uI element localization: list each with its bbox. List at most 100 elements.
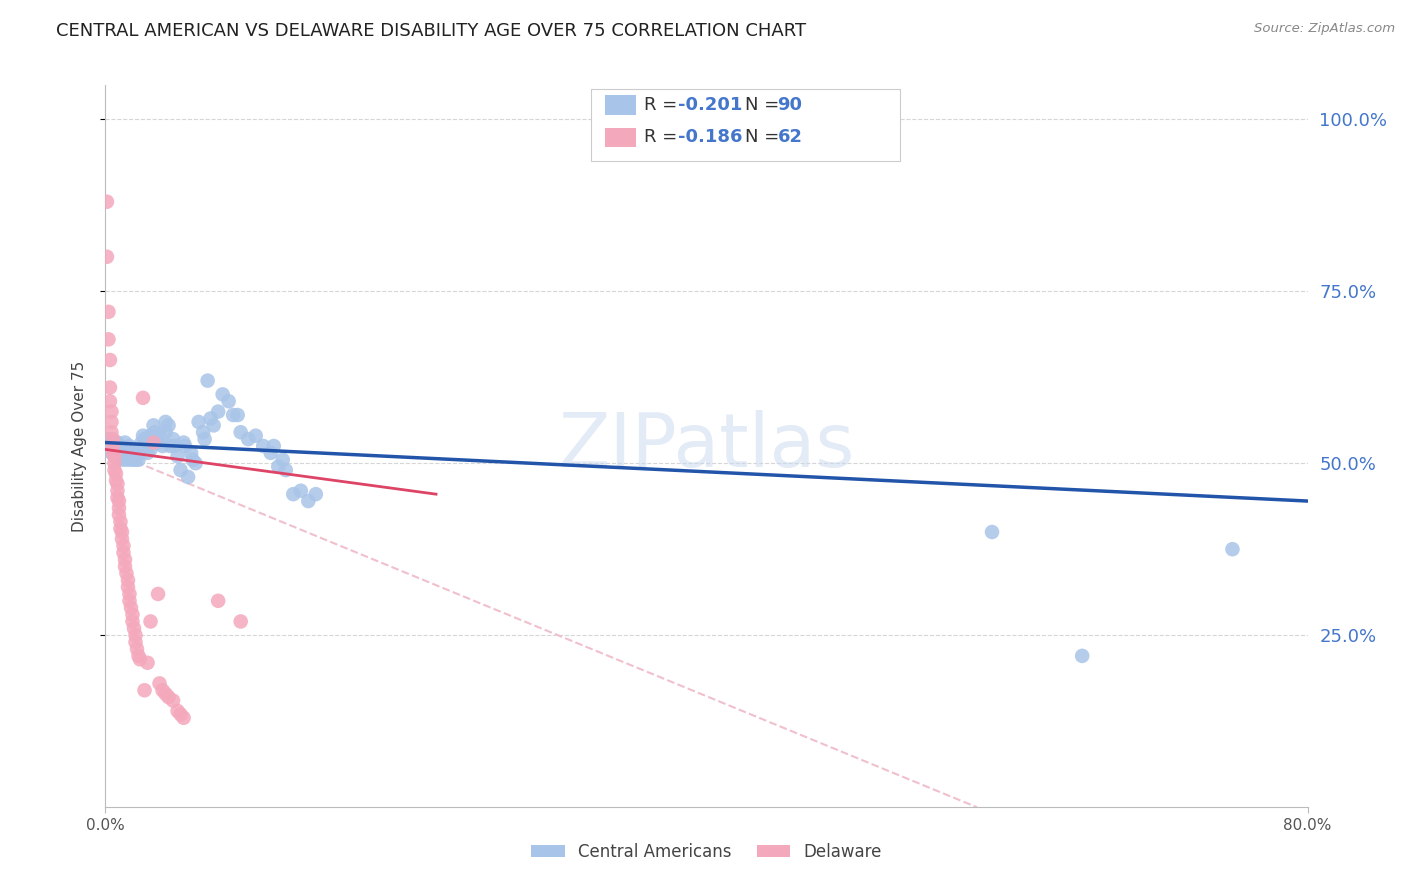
Point (229, 615, 252, 629)
Point (245, 428, 267, 442)
Point (202, 418, 225, 433)
Point (107, 476, 129, 491)
Point (97, 332, 120, 346)
Point (226, 408, 249, 422)
Point (155, 687, 177, 701)
Point (103, 456, 125, 470)
Point (103, 463, 125, 477)
Point (274, 463, 297, 477)
Point (101, 439, 124, 453)
Point (100, 446, 122, 460)
Point (97, 305, 120, 319)
Point (107, 491, 129, 505)
Point (96, 194, 118, 209)
Point (238, 432, 260, 446)
Point (107, 435, 129, 450)
Point (169, 463, 191, 477)
Point (117, 450, 139, 464)
Point (114, 435, 136, 450)
Point (197, 374, 219, 388)
Point (115, 566, 138, 581)
Point (169, 707, 191, 722)
Point (112, 539, 135, 553)
Point (111, 524, 134, 539)
Point (122, 450, 145, 464)
Point (155, 415, 177, 429)
Point (139, 442, 162, 457)
Point (110, 515, 132, 529)
Point (139, 615, 162, 629)
Point (98, 394, 121, 409)
Point (229, 425, 252, 440)
Point (174, 439, 197, 453)
Point (143, 425, 166, 440)
Point (110, 439, 132, 453)
Point (173, 711, 195, 725)
Point (124, 635, 146, 649)
Point (148, 676, 170, 690)
Point (1071, 648, 1094, 663)
Point (271, 452, 294, 467)
Point (139, 428, 162, 442)
Point (115, 442, 138, 457)
Text: 62: 62 (778, 128, 803, 146)
Point (134, 432, 156, 446)
Text: -0.201: -0.201 (678, 96, 742, 114)
Point (98, 380, 121, 394)
Text: Source: ZipAtlas.com: Source: ZipAtlas.com (1254, 22, 1395, 36)
Point (148, 428, 170, 442)
Point (128, 452, 150, 467)
Point (131, 435, 153, 450)
Point (180, 446, 202, 460)
Point (159, 439, 181, 453)
Point (120, 446, 142, 460)
Point (107, 452, 129, 467)
Point (125, 450, 148, 464)
Point (125, 642, 148, 657)
Point (297, 494, 319, 508)
Point (117, 573, 139, 587)
Point (211, 387, 233, 401)
Point (136, 656, 159, 670)
Y-axis label: Disability Age Over 75: Disability Age Over 75 (72, 360, 87, 532)
Point (118, 587, 141, 601)
Point (124, 446, 146, 460)
Point (132, 391, 155, 405)
Point (129, 652, 152, 666)
Point (283, 487, 305, 501)
Point (120, 600, 142, 615)
Point (191, 425, 214, 440)
Point (101, 442, 124, 457)
Point (100, 415, 122, 429)
Point (142, 418, 165, 433)
Point (104, 474, 127, 488)
Text: N =: N = (745, 128, 785, 146)
Point (111, 450, 134, 464)
Point (100, 404, 122, 418)
Text: R =: R = (644, 128, 683, 146)
Point (112, 452, 135, 467)
Point (108, 446, 131, 460)
Point (152, 439, 174, 453)
Point (267, 459, 290, 474)
Point (157, 690, 180, 705)
Point (162, 693, 184, 707)
Point (103, 450, 125, 464)
Point (184, 456, 207, 470)
Point (152, 683, 174, 698)
Point (111, 532, 134, 546)
Point (173, 435, 195, 450)
Text: N =: N = (745, 96, 785, 114)
Point (110, 450, 132, 464)
Point (101, 446, 124, 460)
Point (146, 587, 169, 601)
Point (121, 452, 143, 467)
Text: -0.186: -0.186 (678, 128, 742, 146)
Point (118, 594, 141, 608)
Point (181, 452, 204, 467)
Point (122, 621, 145, 635)
Point (187, 415, 209, 429)
Point (124, 452, 146, 467)
Point (118, 439, 141, 453)
Point (98, 353, 121, 368)
